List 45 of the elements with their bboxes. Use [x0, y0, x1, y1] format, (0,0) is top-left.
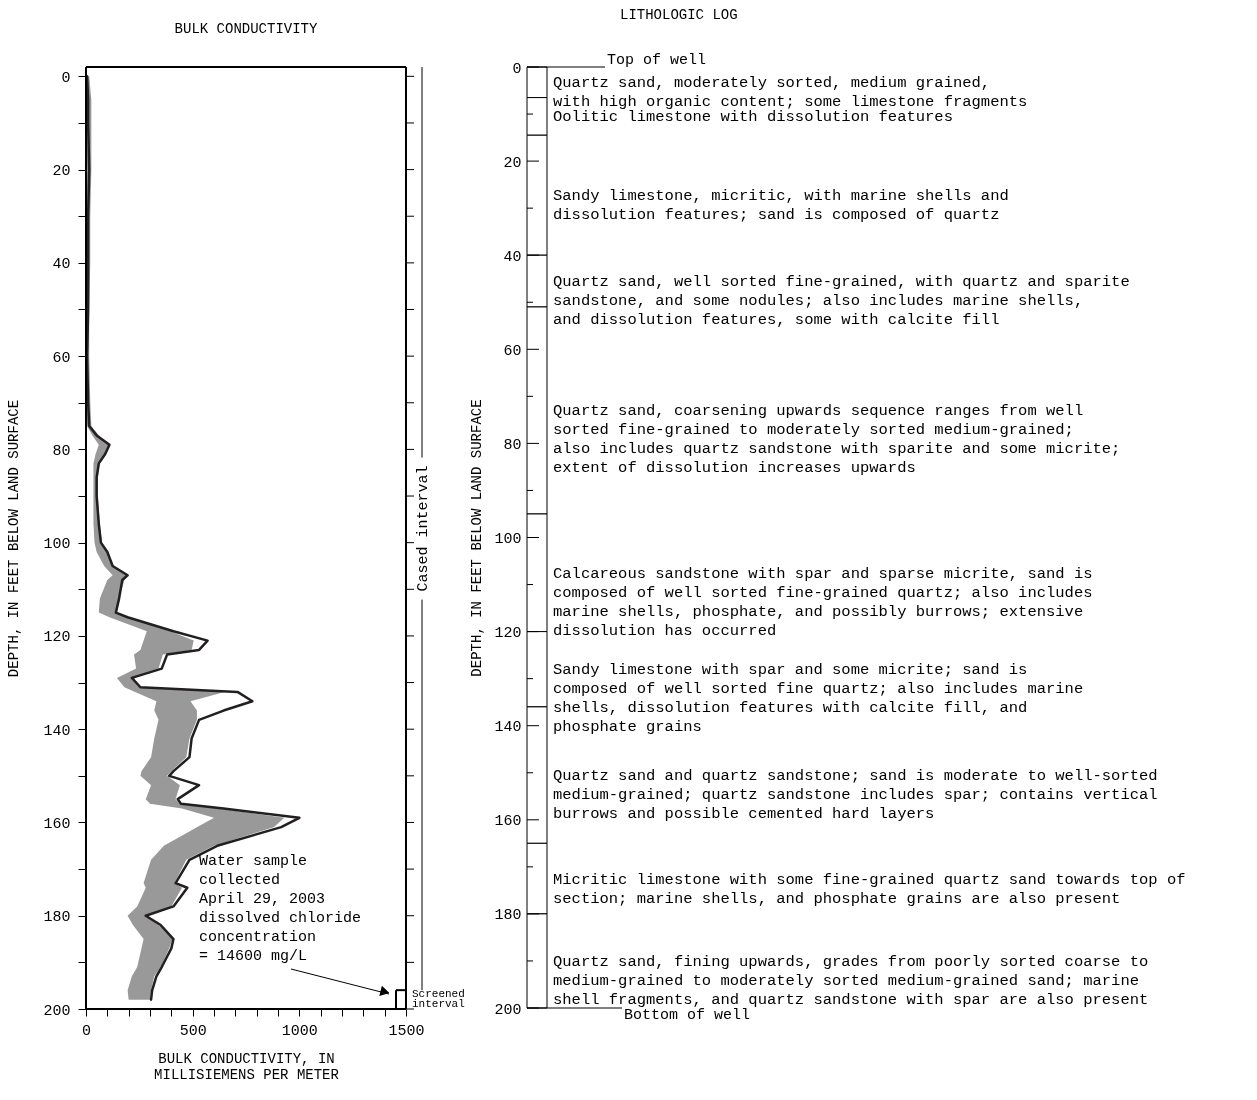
text: Cased interval [415, 465, 432, 592]
y-tick-label: 160 [494, 813, 522, 831]
y-tick-label: 0 [512, 60, 522, 78]
x-axis-title: BULK CONDUCTIVITY, IN MILLISIEMENS PER METER [154, 1050, 340, 1083]
text: Screened interval [412, 988, 465, 1011]
series-label: Quartz sand, coarsening upwards sequence ranges from well sorted fine-grained to moderately sorted medium-grained; also includes quartz sandstone with sparite and some micrite; extent of dissolution increases upwards [553, 402, 1121, 478]
series-label: Quartz sand, fining upwards, grades from poorly sorted coarse to medium-grained to moderately sorted medium-grained sand; marine shell fragments, and quartz sandstone with spar are also present [553, 952, 1149, 1009]
annotation: Water sample collected April 29, 2003 dissolved chloride concentration = 14600 mg/L [199, 853, 362, 965]
series-label: Oolitic limestone with dissolution features [553, 108, 953, 127]
y-tick-label: 40 [52, 256, 71, 274]
y-axis-title: DEPTH, IN FEET BELOW LAND SURFACE [469, 399, 486, 677]
y-tick-label: 100 [43, 536, 71, 554]
y-tick-label: 40 [503, 248, 522, 266]
y-tick-label: 180 [43, 909, 71, 927]
y-tick-label: 120 [43, 629, 71, 647]
chart-title: BULK CONDUCTIVITY [174, 21, 319, 37]
y-tick-label: 200 [494, 1001, 522, 1019]
text: LITHOLOGIC LOG [620, 7, 738, 23]
y-tick-label: 60 [503, 342, 522, 360]
y-tick-label: 180 [494, 907, 522, 925]
y-tick-label: 160 [43, 815, 71, 833]
y-tick-label: 80 [503, 436, 522, 454]
series-label: Micritic limestone with some fine-grained quartz sand towards top of section; marine shells, and phosphate grains are also present [553, 870, 1186, 908]
y-tick-label: 140 [43, 722, 71, 740]
y-axis-title: DEPTH, IN FEET BELOW LAND SURFACE [6, 399, 23, 678]
x-tick-label: 500 [179, 1022, 207, 1040]
y-tick-label: 60 [52, 349, 71, 367]
series-label: Quartz sand, well sorted fine-grained, with quartz and sparite sandstone, and some nodules; also includes marine shells, and dissolution features, some with calcite fill [553, 273, 1130, 330]
y-tick-label: 200 [43, 1002, 71, 1020]
series-label: Sandy limestone with spar and some micrite; sand is composed of well sorted fine quartz; also includes marine shells, dissolution features with calcite fill, and phosphate grains [553, 661, 1084, 737]
y-tick-label: 100 [494, 531, 522, 548]
y-tick-label: 0 [61, 69, 71, 87]
y-tick-label: 20 [503, 154, 522, 172]
y-tick-label: 140 [494, 719, 522, 737]
ref-line-label: Top of well [607, 52, 707, 69]
x-tick-label: 1500 [388, 1022, 425, 1040]
ref-line-label: Bottom of well [624, 1007, 751, 1024]
x-tick-label: 1000 [281, 1022, 318, 1040]
y-tick-label: 80 [52, 442, 71, 460]
x-tick-label: 0 [81, 1022, 92, 1040]
y-tick-label: 20 [52, 163, 71, 181]
series-label: Calcareous sandstone with spar and sparse micrite, sand is composed of well sorted fine-grained quartz; also includes marine shells, phosphate, and possibly burrows; extensive dissolution has occurred [553, 564, 1093, 640]
y-tick-label: 120 [494, 625, 522, 643]
series-label: Quartz sand and quartz sandstone; sand is moderate to well-sorted medium-grained; quartz sandstone includes spar; contains vertical burrows and possible cemented hard layers [553, 767, 1158, 824]
series-label: Sandy limestone, micritic, with marine shells and dissolution features; sand is composed of quartz [553, 187, 1009, 225]
